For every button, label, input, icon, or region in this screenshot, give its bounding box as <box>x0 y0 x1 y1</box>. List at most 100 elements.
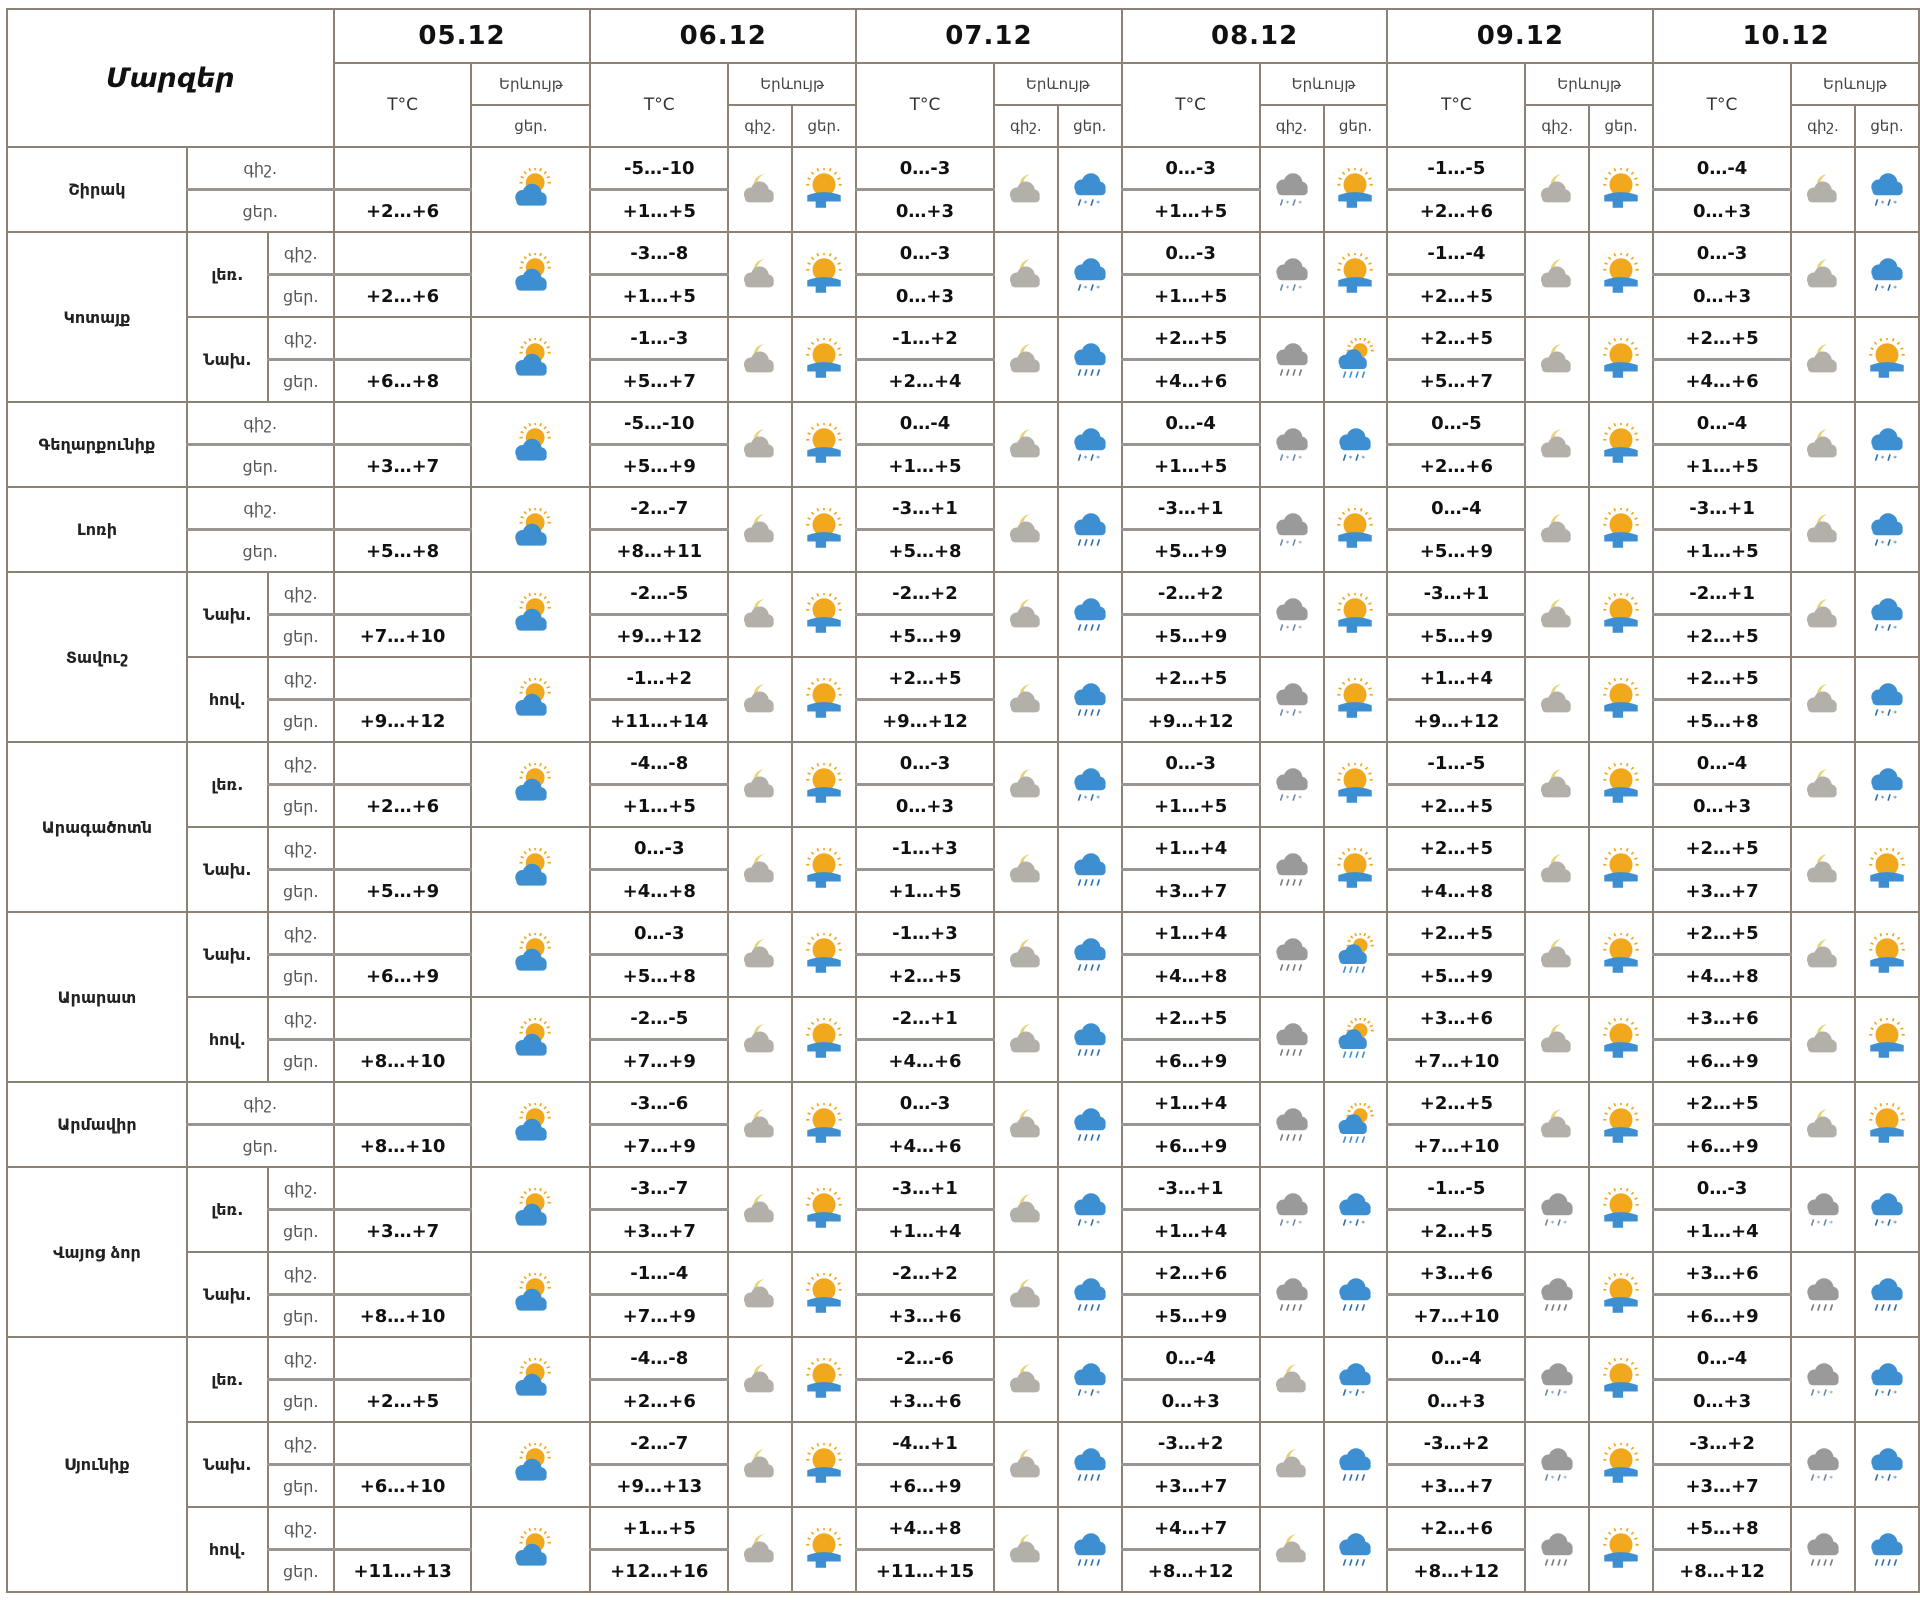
temp-day: 0…+3 <box>855 188 995 233</box>
day-label: ցեր. <box>266 1208 335 1253</box>
svg-text:*: * <box>1881 1473 1885 1482</box>
day-weather-cell <box>1588 486 1655 573</box>
sun-rain-icon <box>1603 1357 1639 1398</box>
night-weather-cell <box>1789 231 1856 318</box>
temp-day: +2…+6 <box>1386 443 1527 488</box>
sun-rain-icon <box>1603 507 1639 548</box>
svg-text:*: * <box>1285 198 1289 207</box>
snow-rain-icon: * * <box>1339 427 1372 462</box>
temp-night-empty <box>332 146 473 191</box>
temp-day: 0…+3 <box>1652 188 1792 233</box>
day-weather-cell <box>791 146 858 233</box>
svg-text:*: * <box>1893 283 1897 292</box>
night-weather-cell <box>992 486 1059 573</box>
moon-cloud-icon <box>1009 1533 1040 1562</box>
temp-day: +8…+11 <box>589 528 730 573</box>
grey-snow-icon: * * <box>1275 512 1308 547</box>
zone-name: Նախ. <box>185 1251 269 1338</box>
temp-day: +9…+12 <box>589 613 730 658</box>
temp-night: -2…-7 <box>589 486 730 531</box>
sun-rain-icon <box>1337 252 1374 293</box>
sun-rain-icon <box>1337 167 1374 208</box>
temp-night: 0…-3 <box>1652 1166 1792 1211</box>
temp-day: 0…+3 <box>1652 273 1792 318</box>
svg-text:*: * <box>1084 453 1088 462</box>
day-weather-cell <box>791 1421 858 1508</box>
night-label: գիշ. <box>266 826 335 871</box>
day-weather-cell <box>791 571 858 658</box>
temp-day: +1…+5 <box>1120 783 1261 828</box>
temp-day: +9…+12 <box>1120 698 1261 743</box>
svg-text:*: * <box>1893 1473 1897 1482</box>
temp-day: +4…+8 <box>1120 953 1261 998</box>
table-row-day: ցեր. +6…+9 +5…+8 +2…+5 +4…+8 +5…+9 +4…+8 <box>7 953 1919 998</box>
temp-day: +3…+6 <box>855 1378 995 1423</box>
sun-rain-icon <box>1869 1017 1905 1058</box>
day-label: ցեր. <box>266 273 335 318</box>
temp-night-empty <box>332 401 473 446</box>
night-weather-cell <box>1258 1251 1325 1338</box>
temp-night-empty <box>332 1166 473 1211</box>
day-weather-cell: * * <box>1056 231 1123 318</box>
moon-cloud-icon <box>1009 258 1040 287</box>
temp-day: +6…+9 <box>1120 1123 1261 1168</box>
temp-day: 0…+3 <box>1652 783 1792 828</box>
table-row-night: հով. գիշ. +1…+5 +4…+8 +4…+7 +2…+6 +5…+8 <box>7 1506 1920 1593</box>
night-weather-cell <box>992 1336 1059 1423</box>
temp-day: +2…+5 <box>332 1378 473 1423</box>
rain-icon <box>1074 1277 1106 1311</box>
svg-text:*: * <box>1881 708 1885 717</box>
moon-cloud-icon <box>744 258 774 287</box>
moon-cloud-icon <box>744 173 774 202</box>
day-label: ցեր. <box>185 528 335 573</box>
moon-cloud-icon <box>1009 1023 1040 1052</box>
grey-snow-icon: * * <box>1275 682 1308 717</box>
grey-snow-icon: * * <box>1275 1192 1308 1227</box>
moon-cloud-icon <box>1009 683 1040 712</box>
temp-night: +2…+6 <box>1386 1506 1527 1551</box>
night-header: գիշ. <box>992 104 1059 148</box>
moon-cloud-icon <box>744 853 774 882</box>
moon-cloud-icon <box>1806 428 1837 457</box>
moon-cloud-icon <box>744 683 774 712</box>
rain-icon <box>1339 1447 1372 1481</box>
night-weather-cell <box>992 826 1059 913</box>
svg-text:*: * <box>1881 623 1885 632</box>
day-label: ցեր. <box>185 443 335 488</box>
moon-cloud-icon <box>744 428 774 457</box>
day-weather-cell <box>1588 911 1655 998</box>
moon-cloud-icon <box>744 1023 774 1052</box>
phenomenon-header: Երևույթ <box>1258 62 1389 106</box>
phenomenon-header: Երևույթ <box>727 62 858 106</box>
temp-night: 0…-3 <box>1120 231 1261 276</box>
temp-day: +6…+9 <box>1652 1123 1792 1168</box>
temp-night: +3…+6 <box>1386 996 1527 1041</box>
weather-icon-sun-cloud <box>470 1421 592 1508</box>
temp-night: +2…+5 <box>1386 826 1527 871</box>
night-weather-cell <box>1789 486 1856 573</box>
moon-cloud-icon <box>744 938 774 967</box>
night-label: գիշ. <box>266 1166 335 1211</box>
weather-icon-sun-cloud <box>470 1506 592 1593</box>
temp-day: 0…+3 <box>855 783 995 828</box>
temp-night-empty <box>332 1336 473 1381</box>
rain-icon <box>1339 1277 1372 1311</box>
temp-day: +6…+9 <box>1652 1038 1792 1083</box>
night-label: գիշ. <box>266 1421 335 1466</box>
temp-day: +4…+8 <box>589 868 730 913</box>
sun-rain-icon <box>806 422 842 463</box>
night-weather-cell <box>992 996 1059 1083</box>
temp-day: +5…+8 <box>855 528 995 573</box>
region-name: Կոտայք <box>6 231 188 403</box>
day-weather-cell <box>791 401 858 488</box>
night-weather-cell <box>1258 316 1325 403</box>
night-weather-cell <box>727 826 794 913</box>
grey-snow-icon: * * <box>1275 597 1308 632</box>
day-weather-cell <box>1322 1251 1389 1338</box>
temp-night: +2…+5 <box>1120 316 1261 361</box>
night-weather-cell <box>1524 146 1591 233</box>
night-weather-cell <box>992 316 1059 403</box>
table-row-day: ցեր. +2…+6 +1…+5 0…+3 +1…+5 +2…+6 0…+3 <box>7 188 1919 233</box>
snow-rain-icon: * * <box>1871 172 1903 207</box>
temp-day: +9…+12 <box>855 698 995 743</box>
